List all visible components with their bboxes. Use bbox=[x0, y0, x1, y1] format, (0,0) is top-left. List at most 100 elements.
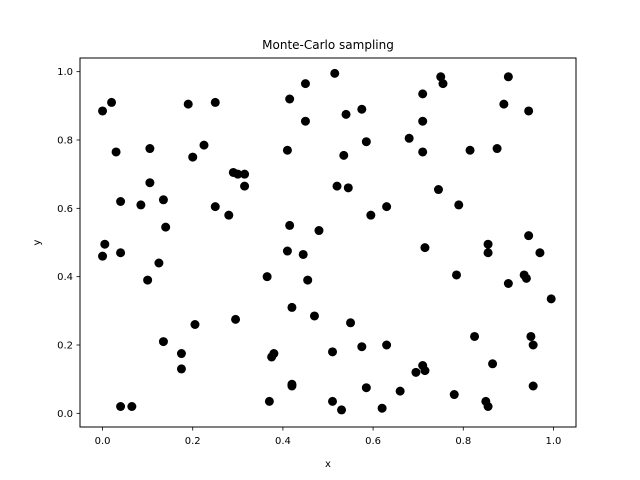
scatter-point bbox=[420, 366, 430, 376]
scatter-point bbox=[231, 314, 241, 324]
x-axis-ticks: 0.0 0.2 0.4 0.6 0.8 1.0 bbox=[95, 427, 562, 447]
scatter-point bbox=[377, 403, 387, 413]
scatter-point bbox=[161, 222, 171, 232]
scatter-point bbox=[314, 226, 324, 236]
x-tick-label: 0.8 bbox=[455, 436, 471, 447]
scatter-point bbox=[346, 318, 356, 328]
scatter-point bbox=[483, 248, 493, 258]
scatter-point bbox=[111, 147, 121, 157]
scatter-point bbox=[264, 396, 274, 406]
y-axis-ticks: 0.0 0.2 0.4 0.6 0.8 1.0 bbox=[57, 67, 80, 420]
scatter-point bbox=[332, 181, 342, 191]
scatter-point bbox=[449, 390, 459, 400]
scatter-point bbox=[528, 340, 538, 350]
scatter-point bbox=[154, 258, 164, 268]
scatter-point bbox=[470, 331, 480, 341]
y-tick-label: 0.0 bbox=[57, 409, 73, 420]
scatter-point bbox=[303, 275, 313, 285]
scatter-point bbox=[282, 246, 292, 256]
scatter-point bbox=[411, 367, 421, 377]
scatter-point bbox=[176, 349, 186, 359]
scatter-point bbox=[98, 251, 108, 261]
scatter-point bbox=[285, 220, 295, 230]
scatter-point bbox=[418, 116, 428, 126]
scatter-point bbox=[404, 133, 414, 143]
scatter-point bbox=[298, 249, 308, 259]
scatter-point bbox=[524, 106, 534, 116]
scatter-point bbox=[127, 402, 137, 411]
scatter-point bbox=[145, 178, 155, 188]
scatter-point bbox=[546, 294, 556, 304]
scatter-point bbox=[116, 197, 126, 206]
scatter-point bbox=[240, 181, 250, 191]
scatter-point bbox=[188, 152, 198, 162]
scatter-point bbox=[98, 106, 108, 116]
x-axis-label: x bbox=[325, 459, 331, 470]
scatter-point bbox=[183, 99, 193, 109]
scatter-point bbox=[145, 144, 155, 154]
scatter-point bbox=[143, 275, 153, 285]
scatter-point bbox=[465, 145, 475, 155]
scatter-point bbox=[503, 72, 513, 82]
scatter-point bbox=[366, 210, 376, 220]
scatter-point bbox=[436, 72, 446, 82]
scatter-point bbox=[224, 210, 234, 220]
scatter-point bbox=[528, 381, 538, 391]
scatter-point bbox=[158, 195, 168, 205]
scatter-point bbox=[452, 270, 462, 280]
chart-title: Monte-Carlo sampling bbox=[262, 38, 394, 52]
y-tick-label: 0.2 bbox=[57, 341, 73, 352]
scatter-point bbox=[433, 185, 443, 195]
scatter-point bbox=[357, 342, 367, 352]
x-tick-label: 0.4 bbox=[275, 436, 291, 447]
x-tick-label: 1.0 bbox=[546, 436, 562, 447]
scatter-point bbox=[107, 97, 117, 107]
scatter-point bbox=[328, 396, 338, 406]
plot-frame bbox=[79, 57, 577, 428]
scatter-point bbox=[330, 68, 340, 78]
scatter-point bbox=[269, 349, 279, 359]
scatter-point bbox=[199, 140, 209, 150]
scatter-point bbox=[116, 402, 126, 411]
y-tick-label: 0.6 bbox=[57, 204, 73, 215]
scatter-point bbox=[420, 243, 430, 253]
scatter-point bbox=[492, 144, 502, 154]
scatter-point bbox=[341, 109, 351, 119]
scatter-point bbox=[503, 279, 513, 288]
scatter-point bbox=[300, 79, 310, 89]
x-tick-label: 0.2 bbox=[185, 436, 201, 447]
scatter-point bbox=[361, 137, 371, 147]
scatter-point bbox=[483, 239, 493, 249]
scatter-point bbox=[262, 272, 272, 282]
scatter-point bbox=[499, 99, 509, 109]
scatter-point bbox=[438, 79, 448, 89]
scatter-point bbox=[521, 273, 531, 283]
y-axis-label: y bbox=[32, 239, 43, 245]
scatter-point bbox=[285, 94, 295, 104]
scatter-point bbox=[210, 97, 220, 107]
scatter-point bbox=[158, 337, 168, 347]
scatter-point bbox=[418, 89, 428, 99]
scatter-point bbox=[210, 202, 220, 212]
scatter-point bbox=[526, 331, 536, 341]
scatter-point bbox=[100, 239, 110, 249]
scatter-point bbox=[116, 248, 126, 258]
scatter-point bbox=[343, 183, 353, 193]
scatter-point bbox=[309, 311, 319, 321]
y-tick-label: 0.8 bbox=[57, 136, 73, 147]
scatter-point bbox=[418, 147, 428, 157]
scatter-point bbox=[176, 364, 186, 374]
scatter-point bbox=[357, 104, 367, 114]
scatter-point bbox=[483, 402, 493, 411]
x-tick-label: 0.0 bbox=[95, 436, 111, 447]
scatter-point bbox=[382, 202, 392, 212]
scatter-point bbox=[233, 169, 243, 179]
scatter-point bbox=[240, 169, 250, 179]
scatter-point bbox=[190, 320, 200, 329]
x-tick-label: 0.6 bbox=[365, 436, 381, 447]
scatter-point bbox=[535, 248, 545, 258]
scatter-point bbox=[287, 381, 297, 391]
scatter-point bbox=[337, 405, 347, 415]
